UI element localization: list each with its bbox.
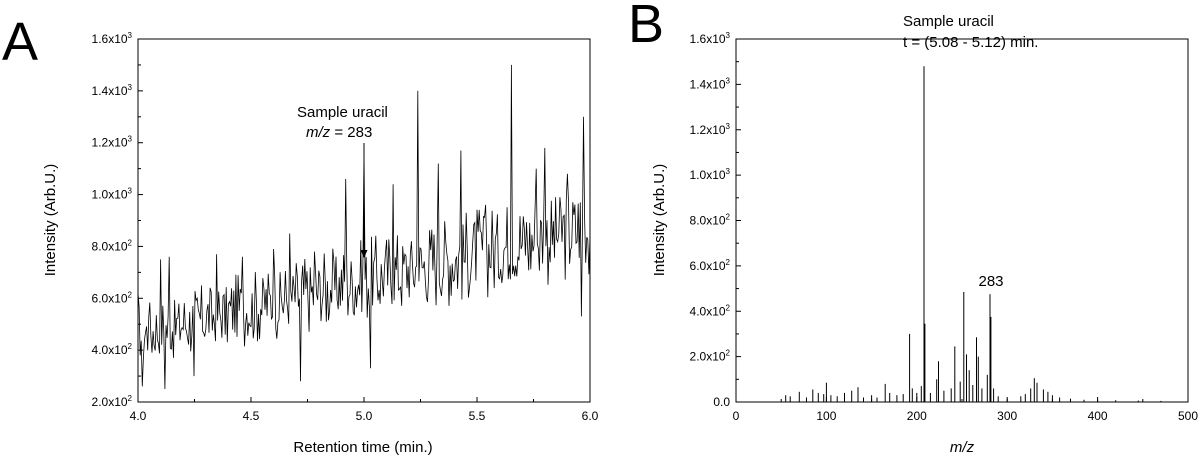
panel-a-arrow-head	[360, 250, 368, 258]
panel-b-peak-label-283: 283	[978, 273, 1003, 290]
panel-a-y-tick-label-exponent: 2	[128, 394, 133, 403]
panel-b-x-axis-label: m/z	[950, 439, 975, 456]
panel-a-y-tick-label-exponent: 3	[128, 83, 133, 92]
panel-a-y-tick-label-mantissa: 8.0x10	[92, 239, 128, 253]
panel-b-y-tick-label: 1.4x103	[690, 76, 731, 91]
panel-b-y-tick-label-mantissa: 1.6x10	[690, 32, 726, 46]
panel-a-annotation-arrow	[360, 143, 368, 258]
panel-b-y-tick-label-mantissa: 1.2x10	[690, 123, 726, 137]
panel-a-y-tick-label-exponent: 3	[128, 187, 133, 196]
panel-a-y-tick-label-mantissa: 1.4x10	[92, 84, 128, 98]
panel-b-y-tick-label-exponent: 2	[726, 349, 731, 358]
panel-b-y-tick-label-mantissa: 2.0x10	[690, 350, 726, 364]
panel-b-y-tick-label-mantissa: 1.4x10	[690, 77, 726, 91]
panel-a-y-tick-label-exponent: 2	[128, 238, 133, 247]
panel-b-annotation-line2: t = (5.08 - 5.12) min.	[903, 34, 1038, 51]
panel-a-x-tick-label: 6.0	[582, 409, 599, 423]
panel-b-x-tick-label: 300	[997, 409, 1017, 423]
panel-a-y-tick-label-mantissa: 4.0x10	[92, 343, 128, 357]
panel-a-y-tick-label-mantissa: 1.0x10	[92, 188, 128, 202]
panel-a-axes: 4.0 4.5 5.0 5.5 6.02.0x1024.0x1026.0x1028.0x…	[92, 31, 599, 423]
panel-b-y-tick-label-exponent: 3	[726, 122, 731, 131]
panel-a-y-tick-label-exponent: 3	[128, 31, 133, 40]
panel-b-annotation-line1: Sample uracil	[903, 13, 994, 30]
panel-b-y-tick-label-mantissa: 1.0x10	[690, 168, 726, 182]
panel-a-y-tick-label: 1.0x103	[92, 187, 133, 202]
panel-b-x-tick-label: 100	[816, 409, 836, 423]
panel-a-y-tick-label: 8.0x102	[92, 238, 133, 253]
panel-a: A 4.0 4.5 5.0 5.5 6.02.0x1024.0x1026.0x1028.…	[2, 12, 599, 456]
panel-b-y-tick-label: 2.0x102	[690, 349, 731, 364]
panel-b-plot-area	[785, 66, 1162, 402]
panel-b-y-tick-label-exponent: 3	[726, 167, 731, 176]
panel-b-y-tick-label-exponent: 2	[726, 303, 731, 312]
panel-a-x-tick-label: 5.0	[356, 409, 373, 423]
panel-a-y-tick-label: 1.6x103	[92, 31, 133, 46]
panel-b-axes: 0 100 200 300 400 5000.02.0x1024.0x1026.0x102…	[690, 31, 1199, 423]
panel-b-y-tick-label: 8.0x102	[690, 213, 731, 228]
panel-a-annotation-line1: Sample uracil	[297, 104, 388, 121]
panel-b-y-tick-label-mantissa: 8.0x10	[690, 214, 726, 228]
panel-b: B 0 100 200 300 400 5000.02.0x1024.0x1026.0x1…	[628, 0, 1198, 456]
panel-a-y-tick-label: 6.0x102	[92, 290, 133, 305]
panel-b-y-tick-label: 4.0x102	[690, 303, 731, 318]
panel-b-x-tick-label: 400	[1088, 409, 1108, 423]
panel-b-axis-box	[735, 38, 1189, 403]
panel-a-y-tick-label-exponent: 3	[128, 135, 133, 144]
panel-b-y-tick-label: 1.6x103	[690, 31, 731, 46]
panel-b-x-tick-label: 0	[733, 409, 740, 423]
panel-b-y-tick-label: 1.2x103	[690, 122, 731, 137]
panel-a-letter: A	[2, 12, 38, 72]
panel-a-annotation-value: = 283	[330, 124, 372, 141]
panel-b-y-tick-label-exponent: 2	[726, 213, 731, 222]
panel-a-annotation-mz: m/z	[306, 124, 331, 141]
panel-a-annotation-line2: m/z = 283	[306, 124, 372, 141]
panel-a-x-tick-label: 4.0	[130, 409, 147, 423]
panel-a-x-tick-label: 4.5	[243, 409, 260, 423]
panel-a-y-tick-label: 1.4x103	[92, 83, 133, 98]
panel-a-x-axis-label: Retention time (min.)	[293, 439, 432, 456]
panel-b-y-tick-label-mantissa: 4.0x10	[690, 304, 726, 318]
panel-b-y-tick-label: 6.0x102	[690, 258, 731, 273]
panel-b-y-tick-label: 1.0x103	[690, 167, 731, 182]
panel-b-x-tick-label: 500	[1178, 409, 1198, 423]
panel-b-x-tick-label: 200	[907, 409, 927, 423]
panel-b-y-tick-label-exponent: 3	[726, 76, 731, 85]
panel-b-y-tick-label-mantissa: 6.0x10	[690, 259, 726, 273]
panel-b-y-tick-label-exponent: 2	[726, 258, 731, 267]
panel-b-letter: B	[628, 0, 664, 54]
panel-a-y-tick-label-exponent: 2	[128, 290, 133, 299]
panel-a-y-tick-label-exponent: 2	[128, 342, 133, 351]
panel-a-y-tick-label: 4.0x102	[92, 342, 133, 357]
panel-b-y-axis-label: Intensity (Arb.U.)	[651, 164, 668, 277]
panel-b-y-tick-label: 0.0	[713, 395, 730, 409]
panel-b-y-tick-label-exponent: 3	[726, 31, 731, 40]
panel-a-y-axis-label: Intensity (Arb.U.)	[42, 164, 59, 277]
panel-a-x-tick-label: 5.5	[469, 409, 486, 423]
panel-a-y-tick-label-mantissa: 2.0x10	[92, 395, 128, 409]
panel-a-y-tick-label: 1.2x103	[92, 135, 133, 150]
panel-a-y-tick-label-mantissa: 1.6x10	[92, 32, 128, 46]
panel-a-y-tick-label-mantissa: 1.2x10	[92, 136, 128, 150]
panel-a-y-tick-label: 2.0x102	[92, 394, 133, 409]
panel-a-y-tick-label-mantissa: 6.0x10	[92, 291, 128, 305]
